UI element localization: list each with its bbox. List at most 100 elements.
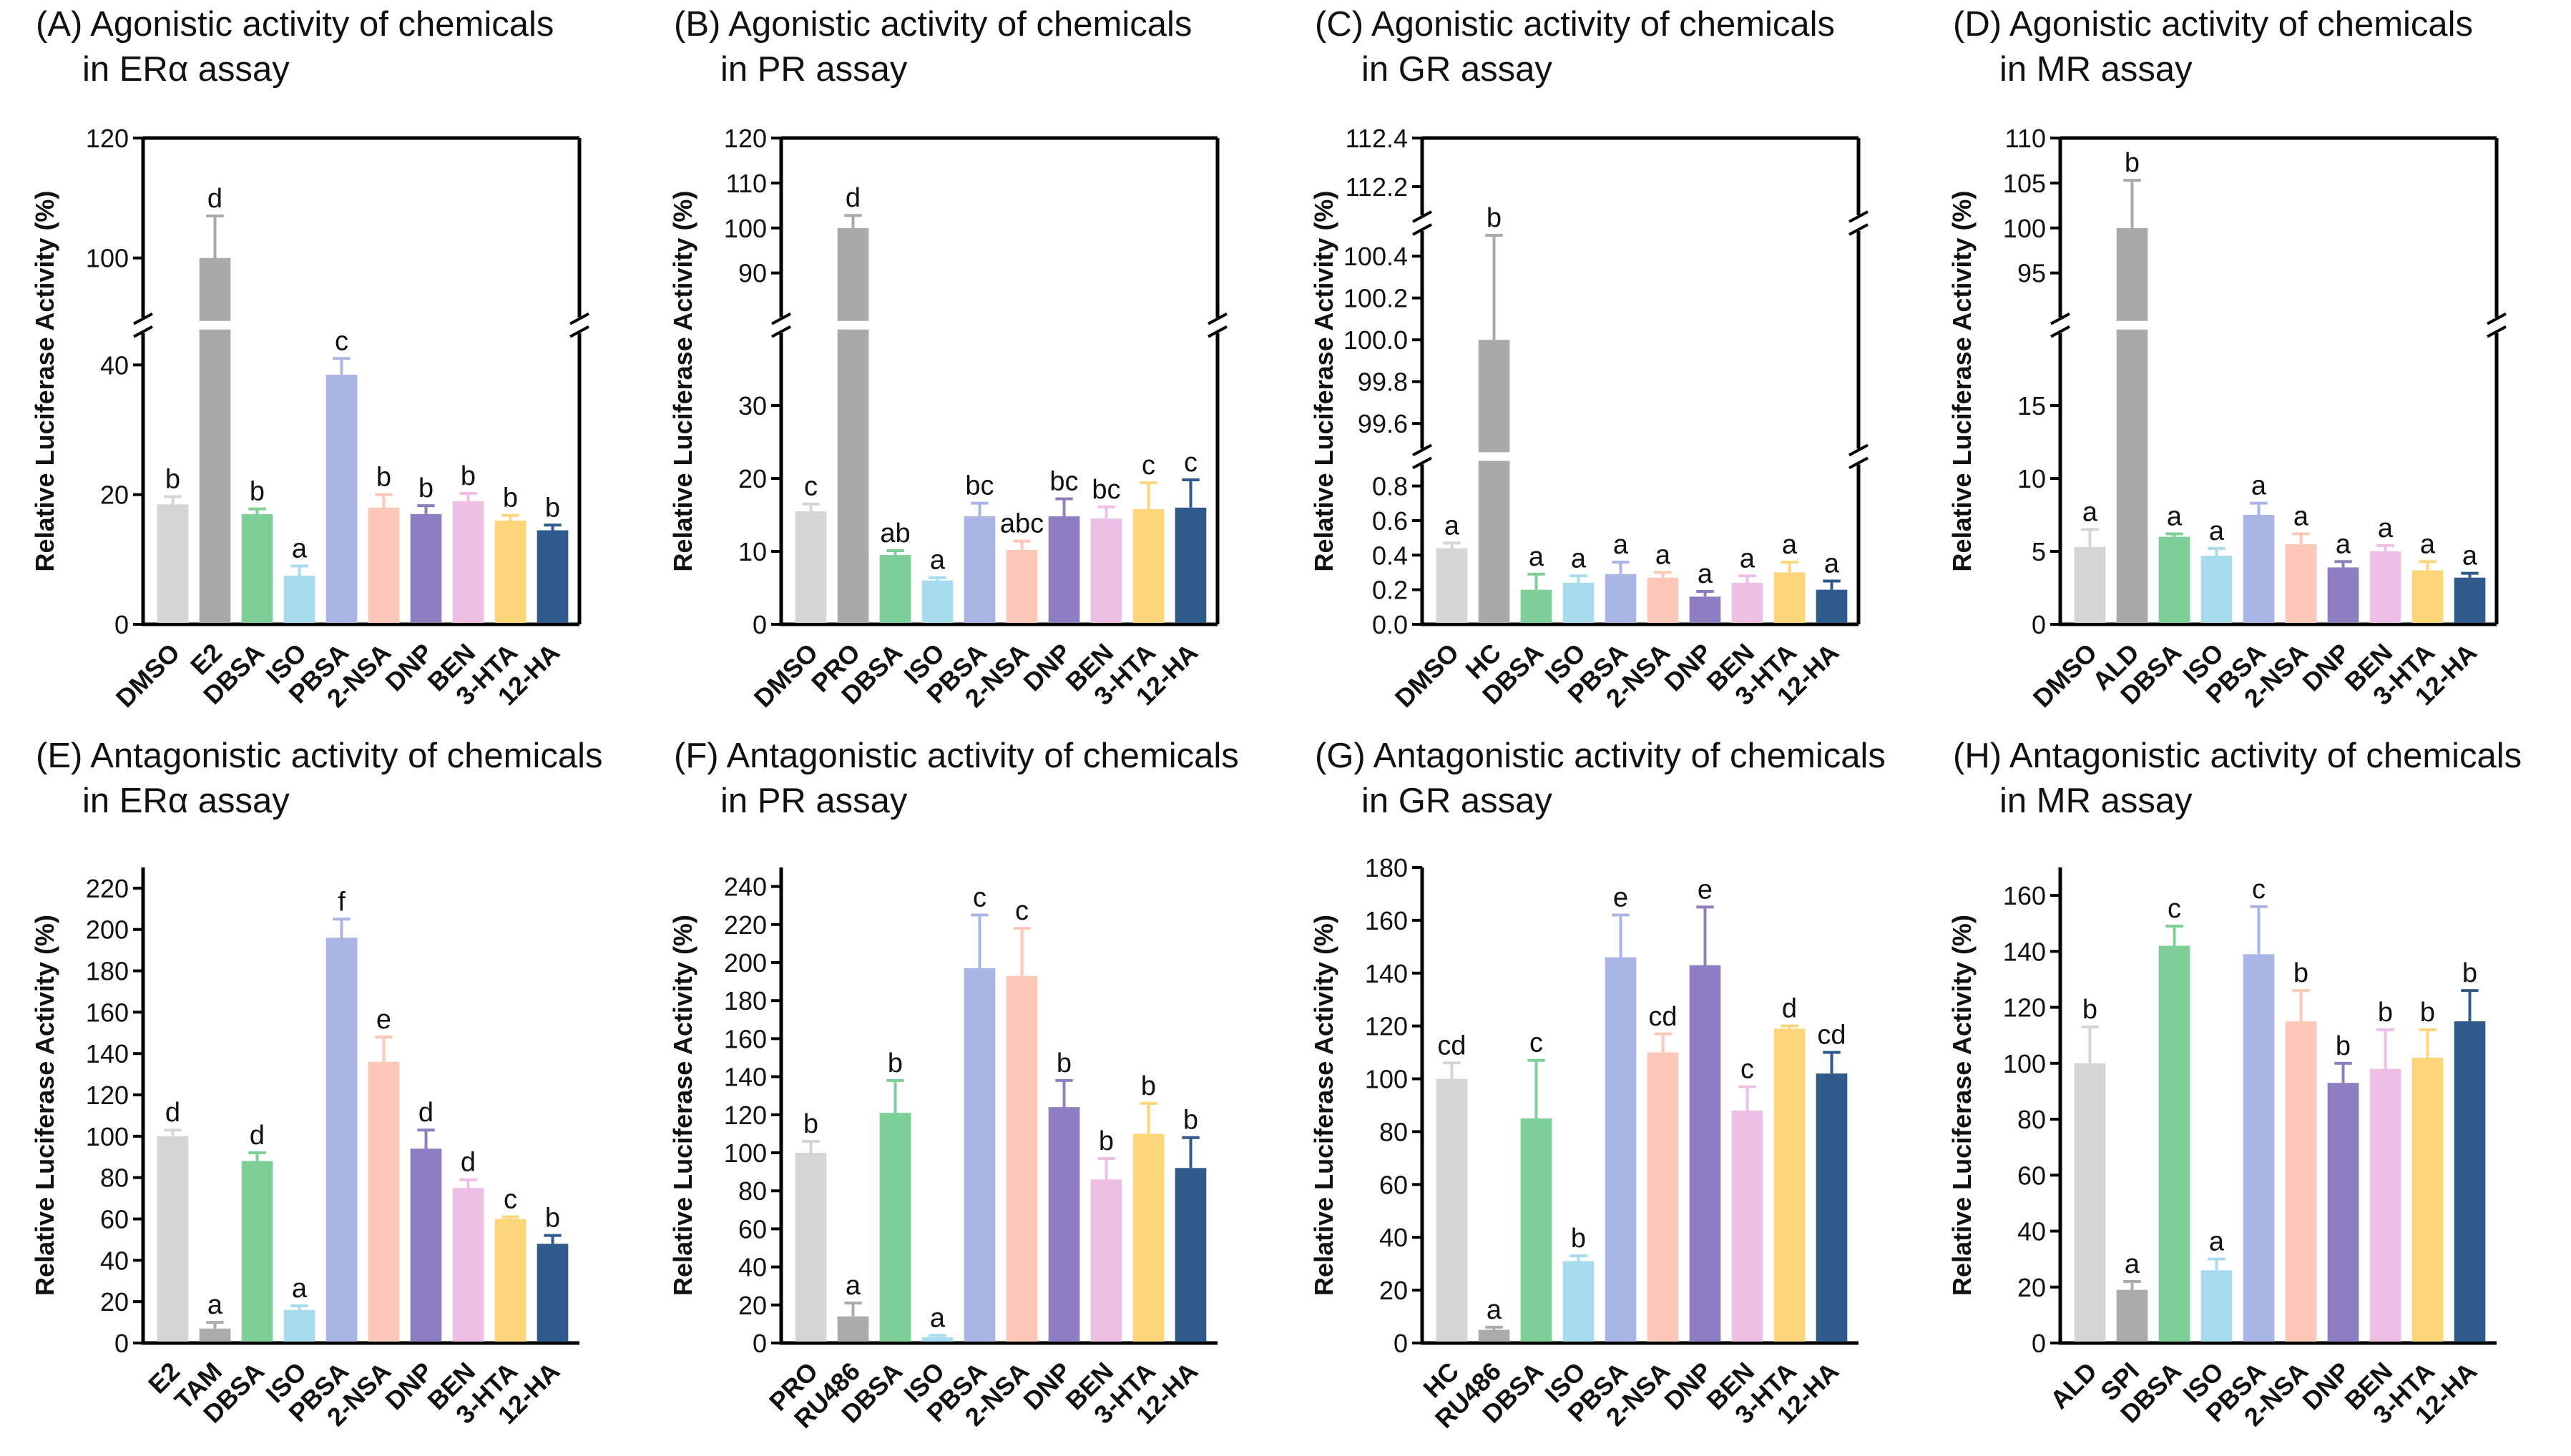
significance-label: a: [292, 1274, 308, 1304]
panel-title-line1: (G) Antagonistic activity of chemicals: [1315, 737, 1886, 775]
axis-break-mark: [2050, 325, 2070, 338]
bar-RU486: [1478, 1329, 1510, 1342]
significance-label: a: [2378, 513, 2394, 543]
bar-DBSA: [2158, 536, 2190, 623]
significance-label: b: [803, 1109, 818, 1139]
bar-DNP: [410, 1148, 442, 1342]
significance-label: abc: [1000, 509, 1044, 539]
bar-E2: [199, 257, 231, 623]
axis-break-mark: [771, 325, 791, 338]
panel-C: (C) Agonistic activity of chemicals in GR…: [1309, 5, 1869, 713]
y-tick-label: 0.8: [1372, 472, 1408, 501]
panel-E: (E) Antagonistic activity of chemicals in…: [30, 737, 602, 1432]
y-tick-label: 20: [1379, 1276, 1408, 1305]
bar-ISO: [2200, 556, 2233, 623]
panel-title-line2: in ERα assay: [82, 782, 290, 820]
y-tick-label: 100: [724, 214, 767, 243]
bar-BEN: [2369, 1068, 2401, 1342]
y-tick-label: 112.4: [1346, 124, 1408, 153]
y-tick-label: 120: [724, 1101, 767, 1130]
bar-break-gap: [1477, 452, 1511, 461]
y-axis-label: Relative Luciferase Activity (%): [668, 191, 697, 572]
axis-break-mark: [1848, 443, 1869, 457]
y-tick-label: 80: [738, 1176, 767, 1206]
significance-label: a: [2209, 1227, 2225, 1257]
y-tick-label: 120: [2003, 993, 2046, 1023]
bar-2-NSA: [1006, 975, 1038, 1342]
y-tick-label: 0: [753, 1329, 767, 1358]
bar-2-NSA: [2285, 1021, 2317, 1342]
bar-PBSA: [325, 938, 358, 1342]
bar-3-HTA: [1132, 1133, 1165, 1342]
significance-label: b: [2125, 148, 2140, 178]
panel-title-line2: in ERα assay: [82, 50, 290, 89]
y-tick-label: 220: [724, 910, 767, 940]
panel-title-line1: (H) Antagonistic activity of chemicals: [1953, 737, 2522, 775]
significance-label: b: [545, 1204, 560, 1234]
y-tick-label: 160: [86, 998, 129, 1027]
y-axis-label: Relative Luciferase Activity (%): [30, 915, 59, 1296]
panel-title-line1: (E) Antagonistic activity of chemicals: [36, 737, 602, 775]
bar-2-NSA: [1647, 577, 1679, 623]
bar-break-gap: [836, 320, 870, 330]
significance-label: cd: [1817, 1020, 1846, 1051]
significance-label: b: [250, 477, 265, 507]
y-tick-label: 20: [100, 481, 129, 510]
significance-label: c: [1740, 1055, 1754, 1085]
bar-DNP: [1689, 965, 1721, 1342]
axis-break-mark: [1412, 456, 1432, 470]
significance-label: d: [1782, 994, 1797, 1024]
axis-break-mark: [1208, 313, 1228, 325]
y-tick-label: 60: [100, 1205, 129, 1234]
panel-title-line1: (C) Agonistic activity of chemicals: [1315, 5, 1835, 44]
bar-HC: [1478, 340, 1510, 623]
bar-DBSA: [2158, 945, 2190, 1342]
bar-12-HA: [1816, 1073, 1848, 1342]
bar-ISO: [1562, 1261, 1595, 1342]
y-tick-label: 40: [100, 1246, 129, 1275]
significance-label: a: [2209, 516, 2225, 546]
significance-label: a: [292, 533, 308, 564]
significance-label: c: [2252, 875, 2266, 905]
significance-label: b: [1487, 203, 1502, 233]
bar-PRO: [795, 1153, 827, 1342]
axis-break-mark: [1848, 223, 1869, 236]
panel-title-line2: in GR assay: [1361, 782, 1552, 820]
significance-label: b: [2293, 958, 2308, 988]
y-axis-label: Relative Luciferase Activity (%): [1947, 915, 1977, 1296]
significance-label: a: [1529, 542, 1544, 572]
significance-label: a: [2251, 471, 2267, 501]
y-tick-label: 220: [86, 874, 129, 903]
y-tick-label: 240: [724, 872, 767, 902]
y-tick-label: 99.6: [1358, 409, 1408, 438]
y-tick-label: 100.2: [1343, 284, 1408, 313]
significance-label: a: [1782, 530, 1798, 560]
axis-break-mark: [1412, 210, 1432, 223]
bar-ISO: [1562, 582, 1595, 623]
y-axis-label: Relative Luciferase Activity (%): [1947, 191, 1977, 572]
axis-break-mark: [1412, 443, 1432, 457]
significance-label: b: [1099, 1126, 1114, 1156]
panel-title-line1: (A) Agonistic activity of chemicals: [36, 5, 554, 44]
bar-DBSA: [1520, 1118, 1552, 1342]
significance-label: a: [2293, 502, 2309, 532]
panel-D: (D) Agonistic activity of chemicals in MR…: [1947, 5, 2507, 713]
bar-PBSA: [2243, 515, 2275, 623]
significance-label: a: [2167, 502, 2183, 532]
significance-label: d: [207, 184, 222, 214]
bar-12-HA: [2454, 1021, 2486, 1342]
bar-2-NSA: [1006, 549, 1038, 623]
y-tick-label: 60: [2017, 1161, 2046, 1190]
y-tick-label: 90: [738, 259, 767, 288]
significance-label: a: [1613, 530, 1629, 560]
significance-label: c: [1184, 448, 1198, 478]
significance-label: f: [338, 887, 346, 917]
significance-label: c: [1529, 1028, 1543, 1058]
y-tick-label: 80: [2017, 1105, 2046, 1134]
axis-break-mark: [569, 325, 589, 338]
y-tick-label: 95: [2017, 259, 2046, 288]
significance-label: b: [2462, 958, 2477, 988]
bar-PBSA: [964, 968, 996, 1342]
significance-label: b: [1057, 1048, 1072, 1078]
y-axis-label: Relative Luciferase Activity (%): [30, 191, 59, 572]
